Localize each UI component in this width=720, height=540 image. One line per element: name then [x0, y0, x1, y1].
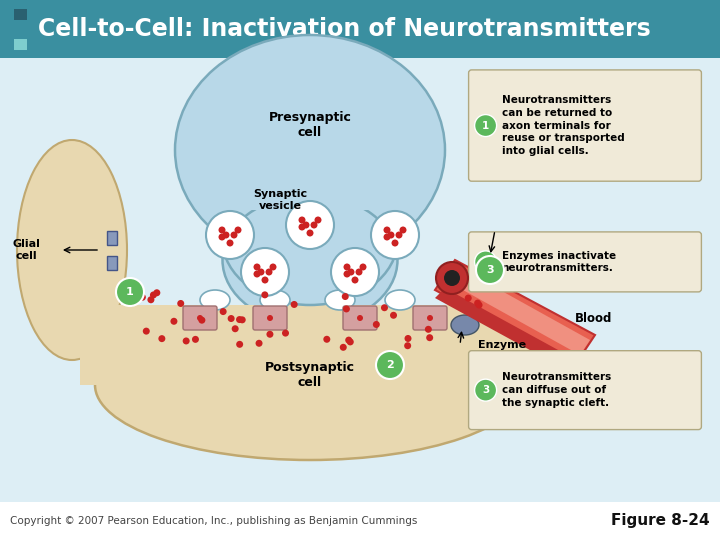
Circle shape: [351, 276, 359, 284]
Circle shape: [228, 315, 235, 322]
Ellipse shape: [385, 290, 415, 310]
Circle shape: [218, 226, 225, 233]
Ellipse shape: [451, 315, 479, 335]
Circle shape: [266, 268, 272, 275]
Circle shape: [261, 292, 269, 299]
Circle shape: [426, 334, 433, 341]
Circle shape: [253, 264, 261, 271]
Circle shape: [128, 299, 135, 306]
Circle shape: [359, 264, 366, 271]
Circle shape: [342, 293, 348, 300]
Circle shape: [299, 224, 305, 231]
Ellipse shape: [175, 35, 445, 265]
FancyBboxPatch shape: [107, 231, 117, 245]
Ellipse shape: [95, 310, 525, 460]
Circle shape: [475, 301, 482, 308]
FancyBboxPatch shape: [253, 306, 287, 330]
Circle shape: [286, 201, 334, 249]
Circle shape: [476, 256, 504, 284]
Circle shape: [222, 232, 230, 239]
Circle shape: [395, 232, 402, 239]
Circle shape: [357, 315, 363, 321]
Circle shape: [384, 233, 390, 240]
Circle shape: [390, 312, 397, 319]
Circle shape: [206, 211, 254, 259]
Ellipse shape: [200, 290, 230, 310]
Circle shape: [134, 290, 141, 297]
Circle shape: [158, 335, 166, 342]
Circle shape: [218, 233, 225, 240]
Text: 2: 2: [482, 257, 489, 267]
Polygon shape: [445, 265, 590, 355]
Circle shape: [153, 289, 161, 296]
Circle shape: [371, 211, 419, 259]
FancyBboxPatch shape: [469, 70, 701, 181]
Circle shape: [425, 326, 432, 333]
Circle shape: [373, 321, 380, 328]
Circle shape: [405, 335, 412, 342]
Circle shape: [241, 248, 289, 296]
Circle shape: [323, 336, 330, 343]
Circle shape: [227, 240, 233, 246]
Circle shape: [199, 316, 205, 323]
FancyBboxPatch shape: [469, 232, 701, 292]
Circle shape: [282, 329, 289, 336]
Circle shape: [347, 339, 354, 346]
FancyBboxPatch shape: [343, 306, 377, 330]
Polygon shape: [0, 0, 720, 58]
Circle shape: [315, 217, 322, 224]
Circle shape: [340, 344, 347, 351]
Circle shape: [143, 328, 150, 335]
FancyBboxPatch shape: [14, 39, 27, 50]
Text: Blood: Blood: [575, 312, 613, 325]
Circle shape: [384, 226, 390, 233]
Text: Presynaptic
cell: Presynaptic cell: [269, 111, 351, 139]
Circle shape: [239, 316, 246, 323]
Text: 3: 3: [482, 385, 489, 395]
Circle shape: [116, 278, 144, 306]
Circle shape: [345, 336, 352, 343]
Circle shape: [387, 232, 395, 239]
Circle shape: [392, 240, 398, 246]
Circle shape: [291, 301, 297, 308]
Circle shape: [230, 232, 238, 239]
Circle shape: [400, 226, 407, 233]
Text: Copyright © 2007 Pearson Education, Inc., publishing as Benjamin Cummings: Copyright © 2007 Pearson Education, Inc.…: [10, 516, 418, 526]
Circle shape: [220, 308, 227, 315]
Circle shape: [404, 342, 411, 349]
Circle shape: [197, 315, 203, 321]
Circle shape: [150, 292, 157, 299]
Circle shape: [139, 294, 146, 301]
Circle shape: [427, 315, 433, 321]
Text: 3: 3: [486, 265, 494, 275]
Circle shape: [171, 318, 177, 325]
Text: Enzymes inactivate
neurotransmitters.: Enzymes inactivate neurotransmitters.: [502, 251, 616, 273]
Text: Cell-to-Cell: Inactivation of Neurotransmitters: Cell-to-Cell: Inactivation of Neurotrans…: [38, 17, 651, 41]
FancyBboxPatch shape: [413, 306, 447, 330]
Circle shape: [192, 336, 199, 343]
Ellipse shape: [17, 140, 127, 360]
Polygon shape: [80, 305, 540, 330]
Circle shape: [256, 340, 263, 347]
Circle shape: [331, 248, 379, 296]
Text: 1: 1: [482, 120, 489, 131]
Circle shape: [235, 226, 241, 233]
Circle shape: [177, 300, 184, 307]
Circle shape: [253, 271, 261, 278]
Polygon shape: [435, 260, 595, 365]
Polygon shape: [80, 305, 540, 385]
Circle shape: [436, 262, 468, 294]
Text: Postsynaptic
cell: Postsynaptic cell: [265, 361, 355, 389]
Circle shape: [474, 300, 481, 307]
Text: Neurotransmitters
can be returned to
axon terminals for
reuse or transported
int: Neurotransmitters can be returned to axo…: [502, 95, 624, 156]
Circle shape: [464, 295, 472, 302]
Circle shape: [343, 306, 350, 313]
Circle shape: [474, 379, 497, 401]
Circle shape: [148, 296, 154, 303]
Polygon shape: [435, 288, 580, 372]
Text: Enzyme: Enzyme: [478, 340, 526, 350]
Circle shape: [310, 221, 318, 228]
Ellipse shape: [260, 290, 290, 310]
FancyBboxPatch shape: [14, 24, 27, 35]
